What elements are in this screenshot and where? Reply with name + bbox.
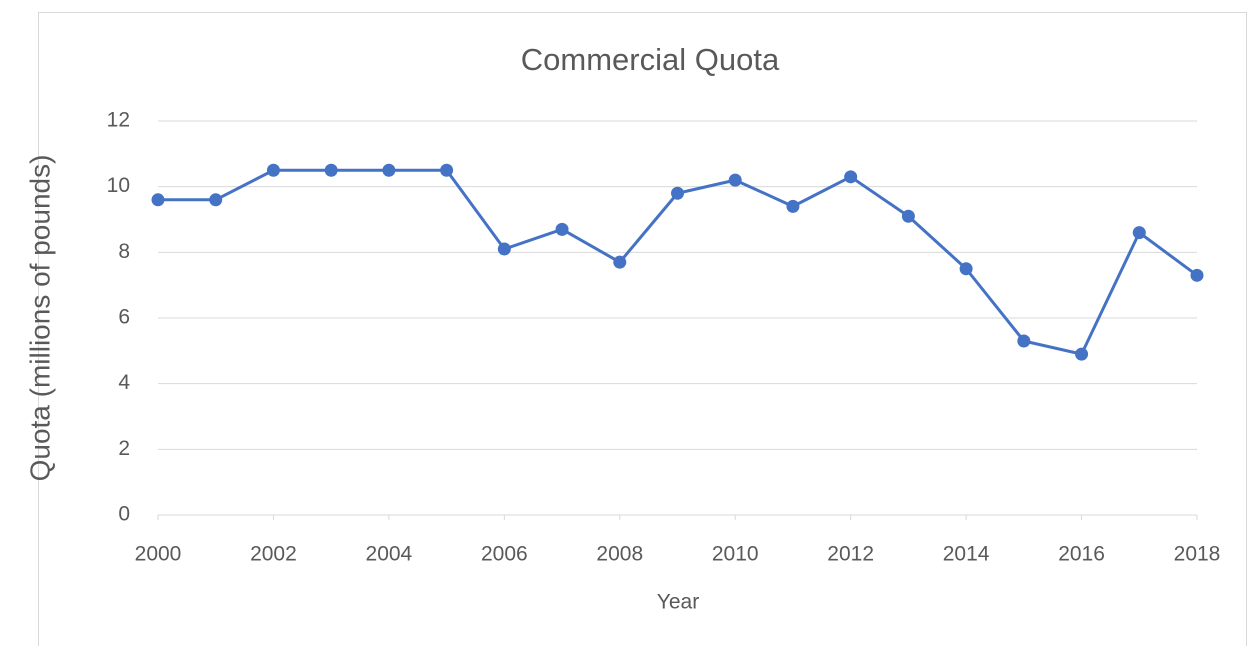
data-point bbox=[1075, 347, 1089, 361]
x-tick-label: 2012 bbox=[827, 543, 874, 566]
chart-frame bbox=[38, 12, 1247, 646]
y-tick-label: 12 bbox=[107, 109, 130, 132]
data-point bbox=[1132, 226, 1146, 240]
y-tick-label: 0 bbox=[118, 503, 130, 526]
x-tick-label: 2000 bbox=[135, 543, 182, 566]
x-tick-label: 2018 bbox=[1174, 543, 1221, 566]
data-point bbox=[1190, 268, 1204, 282]
data-point bbox=[151, 193, 165, 207]
data-point bbox=[324, 163, 338, 177]
data-point bbox=[497, 242, 511, 256]
data-point bbox=[1017, 334, 1031, 348]
data-point bbox=[555, 222, 569, 236]
data-point bbox=[440, 163, 454, 177]
y-tick-label: 2 bbox=[118, 437, 130, 460]
data-point bbox=[382, 163, 396, 177]
x-tick-label: 2010 bbox=[712, 543, 759, 566]
x-tick-label: 2004 bbox=[366, 543, 413, 566]
data-point bbox=[844, 170, 858, 184]
chart-title: Commercial Quota bbox=[521, 42, 780, 77]
x-tick-label: 2008 bbox=[596, 543, 643, 566]
data-point bbox=[901, 209, 915, 223]
x-tick-label: 2006 bbox=[481, 543, 528, 566]
data-point bbox=[786, 199, 800, 213]
data-point bbox=[959, 262, 973, 276]
y-tick-label: 10 bbox=[107, 174, 130, 197]
x-tick-label: 2014 bbox=[943, 543, 990, 566]
data-point bbox=[266, 163, 280, 177]
y-tick-label: 6 bbox=[118, 306, 130, 329]
data-point bbox=[728, 173, 742, 187]
data-point bbox=[209, 193, 223, 207]
x-tick-label: 2016 bbox=[1058, 543, 1105, 566]
x-tick-label: 2002 bbox=[250, 543, 297, 566]
y-tick-label: 8 bbox=[118, 240, 130, 263]
y-tick-label: 4 bbox=[118, 371, 130, 394]
data-point bbox=[671, 186, 684, 200]
x-axis-label: Year bbox=[657, 591, 699, 614]
data-point bbox=[613, 255, 627, 269]
y-axis-label: Quota (millions of pounds) bbox=[24, 155, 55, 482]
